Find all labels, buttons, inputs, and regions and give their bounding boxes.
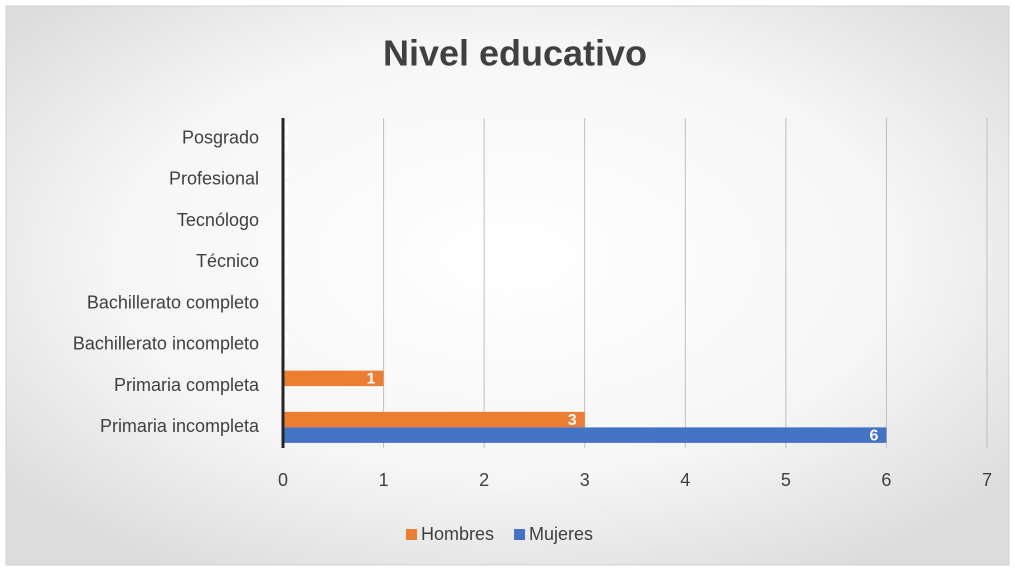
legend-swatch — [514, 529, 526, 540]
legend-label: Hombres — [421, 524, 494, 544]
legend-label: Mujeres — [529, 524, 593, 544]
x-tick-label: 0 — [278, 470, 288, 490]
x-tick-label: 2 — [479, 470, 489, 490]
y-tick-label: Posgrado — [182, 127, 259, 147]
y-tick-label: Tecnólogo — [177, 210, 259, 230]
bar — [283, 411, 585, 428]
data-label: 0 — [280, 123, 289, 140]
data-label: 0 — [280, 288, 289, 305]
x-tick-label: 3 — [580, 470, 590, 490]
legend-swatch — [406, 529, 417, 540]
x-tick-label: 1 — [379, 470, 389, 490]
bar — [283, 370, 384, 387]
y-tick-label: Profesional — [169, 169, 259, 189]
x-tick-label: 4 — [680, 470, 690, 490]
x-tick-label: 5 — [781, 470, 791, 490]
data-label: 0 — [280, 221, 289, 238]
bar — [283, 427, 887, 443]
data-label: 0 — [280, 164, 289, 181]
data-label: 0 — [280, 180, 289, 197]
data-label: 0 — [280, 139, 289, 156]
chart-background — [5, 5, 1010, 566]
data-label: 0 — [280, 386, 289, 403]
data-label: 1 — [367, 371, 376, 388]
data-label: 3 — [568, 412, 577, 429]
data-label: 0 — [280, 329, 289, 346]
y-tick-label: Primaria incompleta — [100, 416, 260, 436]
data-label: 0 — [280, 345, 289, 362]
y-tick-label: Técnico — [196, 251, 259, 271]
x-tick-label: 6 — [881, 470, 891, 490]
data-label: 0 — [280, 304, 289, 321]
data-label: 0 — [280, 206, 289, 223]
data-label: 0 — [280, 247, 289, 264]
y-tick-label: Bachillerato completo — [87, 292, 259, 312]
data-label: 6 — [870, 427, 879, 444]
y-tick-label: Primaria completa — [114, 375, 260, 395]
data-label: 0 — [280, 262, 289, 279]
x-tick-label: 7 — [982, 470, 992, 490]
chart-title: Nivel educativo — [383, 33, 647, 74]
y-tick-label: Bachillerato incompleto — [73, 334, 259, 354]
